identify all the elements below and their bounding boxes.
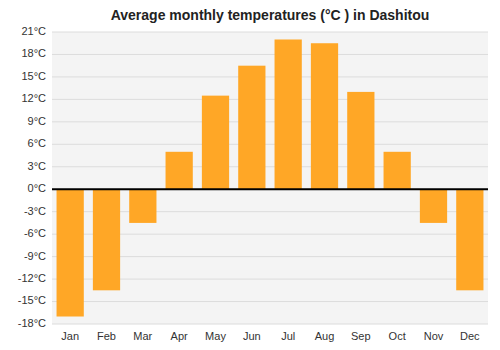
y-tick-label: -15°C — [18, 294, 46, 306]
y-tick-label: -9°C — [24, 250, 46, 262]
bar — [129, 189, 156, 223]
grid-line — [52, 166, 488, 167]
y-tick-label: 6°C — [28, 137, 47, 149]
bar — [57, 189, 84, 316]
x-tick-labels: Jan Feb Mar Apr May Jun Jul Aug Sep Oct Nov Dec — [61, 330, 480, 342]
y-tick-label: 15°C — [21, 70, 46, 82]
grid-line — [52, 76, 488, 77]
y-tick-label: -18°C — [18, 317, 46, 329]
grid-line — [52, 189, 488, 190]
x-tick-label: Sep — [351, 330, 371, 342]
bar — [420, 189, 447, 223]
bar — [456, 189, 483, 290]
x-tick-label: Jun — [243, 330, 261, 342]
grid-line — [52, 144, 488, 145]
bar — [238, 66, 265, 190]
y-tick-labels: -18°C -15°C -12°C -9°C -6°C -3°C 0°C 3°C 6°C 9°C 1… — [18, 25, 46, 329]
bar — [202, 96, 229, 190]
grid-line — [52, 32, 488, 33]
chart-container: -18°C -15°C -12°C -9°C -6°C -3°C 0°C 3°C 6°C 9°C 1… — [0, 0, 500, 350]
grid-line — [52, 99, 488, 100]
bar — [93, 189, 120, 290]
x-tick-label: Dec — [460, 330, 480, 342]
x-tick-label: Aug — [315, 330, 335, 342]
y-tick-label: -12°C — [18, 272, 46, 284]
x-tick-label: May — [205, 330, 226, 342]
y-grid — [52, 32, 488, 324]
x-tick-label: Oct — [389, 330, 406, 342]
y-tick-label: 12°C — [21, 92, 46, 104]
bar — [384, 152, 411, 189]
y-tick-label: 9°C — [28, 115, 47, 127]
y-tick-label: 3°C — [28, 160, 47, 172]
grid-line — [52, 121, 488, 122]
x-tick-label: Nov — [424, 330, 444, 342]
grid-line — [52, 54, 488, 55]
bar — [275, 39, 302, 189]
bar — [166, 152, 193, 189]
x-tick-label: Jan — [61, 330, 79, 342]
grid-line — [52, 324, 488, 325]
x-tick-label: Feb — [97, 330, 116, 342]
bar — [347, 92, 374, 189]
chart: -18°C -15°C -12°C -9°C -6°C -3°C 0°C 3°C 6°C 9°C 1… — [0, 0, 500, 350]
grid-line — [52, 301, 488, 302]
plot-background — [52, 32, 488, 324]
y-tick-label: -3°C — [24, 205, 46, 217]
bars — [57, 39, 484, 316]
x-tick-label: Mar — [133, 330, 152, 342]
y-tick-label: 21°C — [21, 25, 46, 37]
x-tick-label: Jul — [281, 330, 295, 342]
zero-line — [52, 188, 488, 190]
y-tick-label: 0°C — [28, 182, 47, 194]
bar — [311, 43, 338, 189]
title: Average monthly temperatures (°C ) in Da… — [111, 7, 430, 23]
x-tick-label: Apr — [171, 330, 188, 342]
y-tick-label: 18°C — [21, 47, 46, 59]
y-tick-label: -6°C — [24, 227, 46, 239]
